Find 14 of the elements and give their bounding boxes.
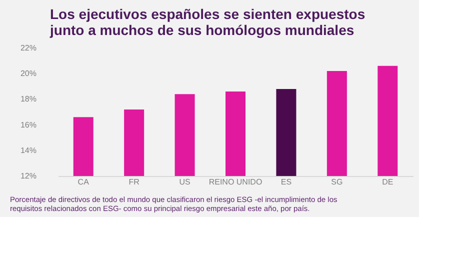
y-tick-label: 20% (20, 69, 36, 78)
x-tick-label: DE (382, 178, 394, 186)
y-tick-label: 22% (20, 44, 36, 52)
x-tick-label: FR (128, 178, 140, 186)
x-tick-label: SG (331, 178, 343, 186)
y-tick-label: 12% (20, 172, 36, 180)
y-tick-label: 16% (20, 120, 36, 130)
x-tick-label: REINO UNIDO (208, 178, 262, 186)
x-tick-label: US (179, 178, 190, 186)
y-tick-label: 18% (20, 94, 36, 104)
y-tick-label: 14% (20, 146, 36, 155)
x-tick-label: CA (78, 178, 90, 186)
chart-title: Los ejecutivos españoles se sienten expuestos junto a muchos de sus homólogos mundiales (49, 6, 366, 38)
x-tick-label: ES (280, 178, 292, 186)
